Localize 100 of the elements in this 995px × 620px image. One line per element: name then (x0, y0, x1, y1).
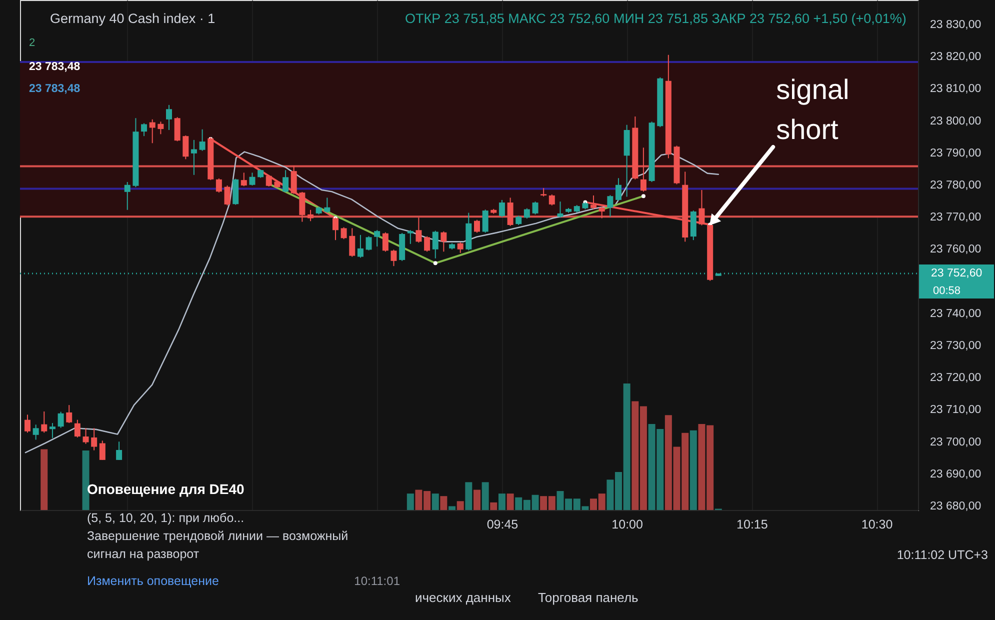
x-tick-label: 10:15 (736, 518, 768, 532)
candlestick (190, 139, 197, 176)
annotation: 23 783,48 (29, 83, 81, 95)
y-tick-label: 23 690,00 (930, 468, 982, 480)
bar (506, 494, 514, 510)
y-tick-label: 23 800,00 (930, 115, 982, 128)
x-tick-label: 09:45 (486, 518, 518, 532)
candlestick (41, 410, 48, 434)
text: Germany 40 Cash index · 1 (50, 11, 216, 26)
bar (490, 502, 498, 510)
candlestick (324, 197, 330, 214)
y-tick-label: 23 700,00 (930, 436, 982, 448)
bar (440, 496, 448, 510)
candlestick (66, 404, 72, 424)
text: ОТКР 23 751,85 МАКС 23 752,60 МИН 23 751,85 ЗАКР 23 752,60 +1,50 (+0,01%) (405, 11, 906, 26)
candlestick (374, 230, 380, 247)
y-tick-label: 23 760,00 (930, 244, 982, 256)
text: ических данных (415, 590, 512, 605)
candlestick (532, 201, 538, 215)
candlestick (58, 411, 64, 428)
y-tick-label: 23 790,00 (930, 147, 982, 160)
candlestick (640, 147, 646, 192)
y-tick-label: 23 810,00 (930, 83, 982, 96)
candlestick (99, 440, 106, 460)
candlestick (74, 419, 80, 438)
bar (432, 494, 439, 510)
candlestick (141, 122, 148, 137)
y-tick-label: 23 680,00 (930, 500, 982, 512)
candlestick (615, 178, 622, 202)
x-tick-label: 10:30 (861, 518, 893, 532)
candlestick (424, 236, 430, 252)
bar (456, 501, 464, 510)
candlestick (524, 208, 530, 220)
bar (473, 490, 480, 510)
y-tick-label: 23 770,00 (930, 212, 982, 224)
candlestick (416, 217, 422, 244)
candlestick (507, 197, 514, 226)
candlestick (557, 201, 564, 218)
candlestick (390, 249, 397, 267)
candlestick (24, 414, 30, 434)
candlestick (349, 228, 356, 258)
candlestick (224, 185, 230, 206)
candlestick (82, 428, 89, 444)
candlestick (548, 194, 555, 206)
point (433, 261, 438, 266)
y-tick-label: 23 780,00 (930, 180, 982, 192)
text: 10:11:01 (354, 574, 400, 588)
candlestick (216, 178, 222, 194)
candlestick (166, 104, 172, 130)
candlestick (199, 128, 206, 152)
y-tick-label: 23 730,00 (930, 340, 982, 352)
bar (406, 494, 414, 510)
annotation: Оповещение для DE40 (87, 481, 245, 497)
bar (40, 449, 48, 510)
y-tick-label: 23 740,00 (930, 308, 982, 320)
candlestick (474, 219, 480, 234)
bar (482, 482, 489, 510)
y-tick-label: 23 720,00 (930, 372, 982, 384)
candlestick (158, 121, 164, 135)
ref-line-label: 23 752,60 (931, 267, 982, 280)
candlestick (382, 232, 388, 252)
x-tick-label: 10:00 (612, 518, 644, 532)
bar (82, 450, 90, 510)
annotation: signal short (776, 74, 850, 145)
candlestick (124, 181, 130, 210)
candlestick (357, 234, 364, 258)
candlestick (182, 134, 189, 160)
candlestick (340, 226, 347, 240)
candlestick (440, 230, 447, 252)
point (641, 194, 646, 198)
candlestick (249, 172, 256, 186)
candlestick (598, 206, 605, 219)
candlestick (282, 170, 289, 193)
candlestick (516, 215, 522, 226)
bar (690, 430, 697, 510)
bar (498, 494, 506, 510)
candlestick (308, 209, 314, 222)
candlestick (457, 242, 464, 254)
text: Завершение трендовой линии — возможный сигнал на разворот (87, 529, 348, 561)
y-tick-label: 23 830,00 (930, 19, 982, 32)
candlestick (149, 118, 156, 144)
candlestick (432, 230, 438, 259)
bar (448, 506, 456, 510)
text: Изменить оповещение (87, 574, 219, 588)
candlestick (91, 428, 98, 451)
candlestick (290, 165, 297, 194)
candlestick (407, 230, 414, 244)
candlestick (116, 441, 122, 460)
candlestick (607, 194, 614, 218)
candlestick (32, 424, 39, 440)
y-tick-label: 23 710,00 (930, 404, 982, 416)
candlestick (49, 422, 56, 439)
line-series (24, 151, 720, 454)
text: 10:11:02 UTC+3 (896, 548, 988, 562)
text: (5, 5, 10, 20, 1): при любо... (87, 511, 244, 525)
y-tick-label: 23 820,00 (930, 51, 982, 64)
candlestick (174, 116, 180, 142)
text: Торговая панель (538, 590, 639, 605)
candlestick (366, 236, 372, 251)
bar (465, 482, 472, 510)
